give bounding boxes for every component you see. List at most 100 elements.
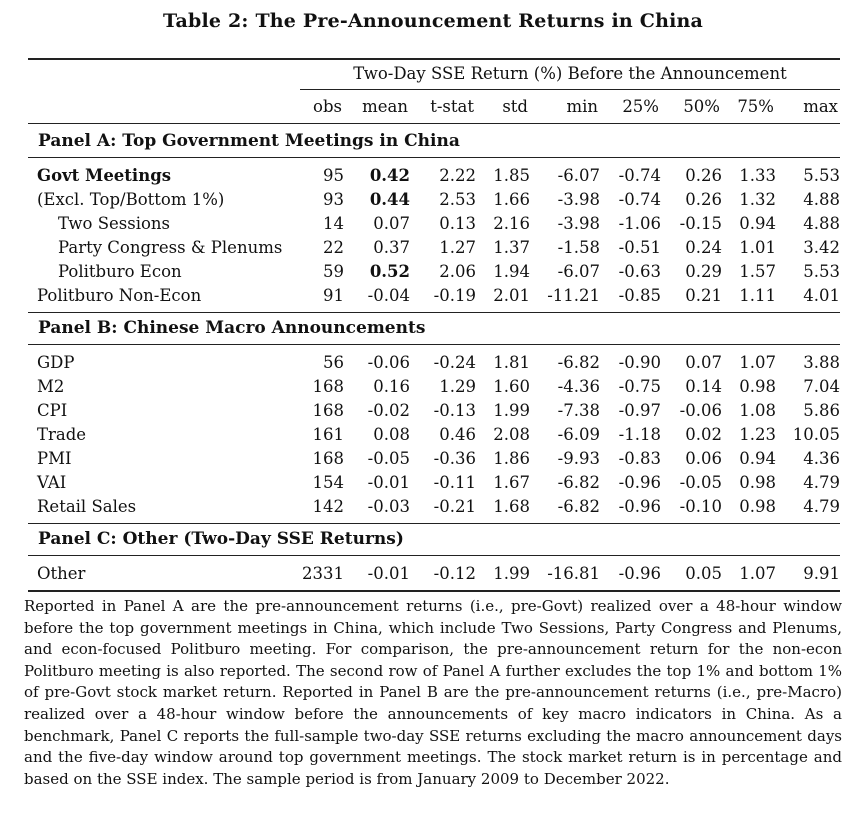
cell-p75: 1.57 — [739, 262, 776, 281]
cell-p50: 0.21 — [685, 286, 722, 305]
cell-max: 4.01 — [803, 286, 840, 305]
cell-tstat: -0.21 — [433, 497, 476, 516]
col-header-max: max — [803, 97, 838, 116]
panel-a-rule — [28, 157, 840, 158]
row-label: VAI — [37, 473, 67, 492]
cell-std: 1.99 — [493, 564, 530, 583]
cell-obs: 154 — [312, 473, 345, 492]
table-row: M2 168 0.16 1.29 1.60 -4.36 -0.75 0.14 0… — [28, 375, 840, 399]
cell-max: 4.79 — [803, 497, 840, 516]
table-title: Table 2: The Pre-Announcement Returns in… — [162, 10, 704, 32]
row-label: Retail Sales — [37, 497, 137, 516]
cell-p25: -0.97 — [618, 401, 661, 420]
cell-p50: -0.05 — [679, 473, 722, 492]
cell-std: 1.37 — [493, 238, 530, 257]
cell-obs: 56 — [323, 353, 344, 372]
cell-p75: 1.32 — [739, 190, 776, 209]
cell-p75: 0.98 — [739, 497, 776, 516]
cell-max: 4.88 — [803, 190, 840, 209]
cell-p75: 1.01 — [739, 238, 776, 257]
cell-mean: -0.06 — [367, 353, 410, 372]
cell-min: -6.07 — [557, 166, 600, 185]
col-header-min: min — [566, 97, 598, 116]
panel-c-title: Panel C: Other (Two-Day SSE Returns) — [38, 529, 404, 549]
cell-p75: 1.08 — [739, 401, 776, 420]
cell-p50: 0.06 — [685, 449, 722, 468]
cell-p25: -0.90 — [618, 353, 661, 372]
table-note: Reported in Panel A are the pre-announce… — [24, 597, 842, 788]
panel-b-title: Panel B: Chinese Macro Announcements — [38, 318, 426, 338]
panel-b-top-rule — [28, 312, 840, 313]
header-rule — [28, 123, 840, 124]
table-row: VAI 154 -0.01 -0.11 1.67 -6.82 -0.96 -0.… — [28, 471, 840, 495]
cell-p75: 0.98 — [739, 377, 776, 396]
cell-obs: 2331 — [302, 564, 344, 583]
cell-min: -6.09 — [557, 425, 600, 444]
cell-p50: 0.02 — [685, 425, 722, 444]
super-header: Two-Day SSE Return (%) Before the Announ… — [353, 64, 787, 83]
row-label: (Excl. Top/Bottom 1%) — [37, 190, 225, 209]
cell-p50: 0.26 — [685, 166, 722, 185]
cell-p25: -0.83 — [618, 449, 661, 468]
cell-mean: 0.16 — [373, 377, 410, 396]
cell-p25: -0.51 — [618, 238, 661, 257]
cell-p50: 0.05 — [685, 564, 722, 583]
cell-obs: 168 — [312, 449, 345, 468]
row-label: Other — [37, 564, 86, 583]
cell-obs: 161 — [312, 425, 345, 444]
cell-std: 1.99 — [493, 401, 530, 420]
table-row: Politburo Econ 59 0.52 2.06 1.94 -6.07 -… — [28, 260, 840, 284]
cell-max: 5.86 — [803, 401, 840, 420]
cell-std: 1.67 — [493, 473, 530, 492]
cell-p25: -0.96 — [618, 497, 661, 516]
cell-max: 4.36 — [803, 449, 840, 468]
col-header-p25: 25% — [622, 97, 659, 116]
table-row: CPI 168 -0.02 -0.13 1.99 -7.38 -0.97 -0.… — [28, 399, 840, 423]
cell-min: -7.38 — [557, 401, 600, 420]
cell-min: -6.82 — [557, 497, 600, 516]
cell-obs: 95 — [323, 166, 344, 185]
col-header-p75: 75% — [737, 97, 774, 116]
row-label: Politburo Non-Econ — [37, 286, 202, 305]
cell-mean: -0.02 — [367, 401, 410, 420]
cell-p50: -0.06 — [679, 401, 722, 420]
cell-min: -4.36 — [557, 377, 600, 396]
cell-p25: -0.85 — [618, 286, 661, 305]
cell-std: 2.08 — [493, 425, 530, 444]
super-header-rule — [300, 89, 840, 90]
row-label: Trade — [37, 425, 87, 444]
cell-std: 2.01 — [493, 286, 530, 305]
cell-std: 1.60 — [493, 377, 530, 396]
cell-p75: 1.33 — [739, 166, 776, 185]
cell-std: 1.85 — [493, 166, 530, 185]
table-row: Politburo Non-Econ 91 -0.04 -0.19 2.01 -… — [28, 284, 840, 308]
table-row: Trade 161 0.08 0.46 2.08 -6.09 -1.18 0.0… — [28, 423, 840, 447]
cell-obs: 168 — [312, 401, 345, 420]
table-row: PMI 168 -0.05 -0.36 1.86 -9.93 -0.83 0.0… — [28, 447, 840, 471]
cell-std: 1.81 — [493, 353, 530, 372]
cell-mean: 0.44 — [369, 190, 410, 209]
cell-mean: 0.08 — [373, 425, 410, 444]
row-label: Two Sessions — [58, 214, 171, 233]
table-row: GDP 56 -0.06 -0.24 1.81 -6.82 -0.90 0.07… — [28, 351, 840, 375]
col-header-p50: 50% — [683, 97, 720, 116]
cell-mean: -0.03 — [367, 497, 410, 516]
cell-max: 9.91 — [803, 564, 840, 583]
cell-tstat: 2.22 — [439, 166, 476, 185]
cell-min: -6.07 — [557, 262, 600, 281]
table-row: Two Sessions 14 0.07 0.13 2.16 -3.98 -1.… — [28, 212, 840, 236]
cell-tstat: 1.27 — [439, 238, 476, 257]
panel-c-top-rule — [28, 523, 840, 524]
cell-obs: 168 — [312, 377, 345, 396]
cell-std: 1.66 — [493, 190, 530, 209]
cell-mean: -0.04 — [367, 286, 410, 305]
cell-mean: -0.01 — [367, 473, 410, 492]
cell-p25: -1.06 — [618, 214, 661, 233]
cell-p50: 0.29 — [685, 262, 722, 281]
cell-tstat: 1.29 — [439, 377, 476, 396]
cell-p50: 0.14 — [685, 377, 722, 396]
cell-p50: 0.26 — [685, 190, 722, 209]
cell-p50: 0.24 — [685, 238, 722, 257]
cell-p25: -0.74 — [618, 190, 661, 209]
cell-p75: 0.94 — [739, 214, 776, 233]
